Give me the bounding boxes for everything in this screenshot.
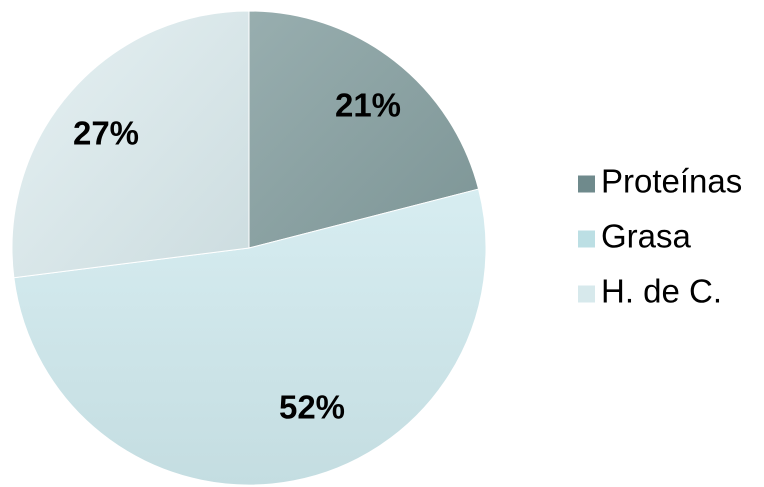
pie-slice-h-de-c: [11, 10, 250, 279]
legend-label: H. de C.: [601, 273, 722, 310]
pie-labels: 21% 52% 27%: [73, 87, 401, 426]
legend: Proteínas Grasa H. de C.: [578, 163, 742, 310]
data-label: 52%: [279, 389, 345, 426]
legend-swatch: [578, 175, 595, 193]
legend-label: Proteínas: [601, 163, 742, 200]
data-label: 27%: [73, 115, 139, 152]
pie-slices: [11, 10, 487, 486]
data-label: 21%: [335, 87, 401, 124]
legend-swatch: [578, 285, 595, 303]
pie-slice-prote-nas: [248, 10, 480, 249]
legend-swatch: [578, 230, 595, 248]
legend-label: Grasa: [601, 218, 692, 255]
